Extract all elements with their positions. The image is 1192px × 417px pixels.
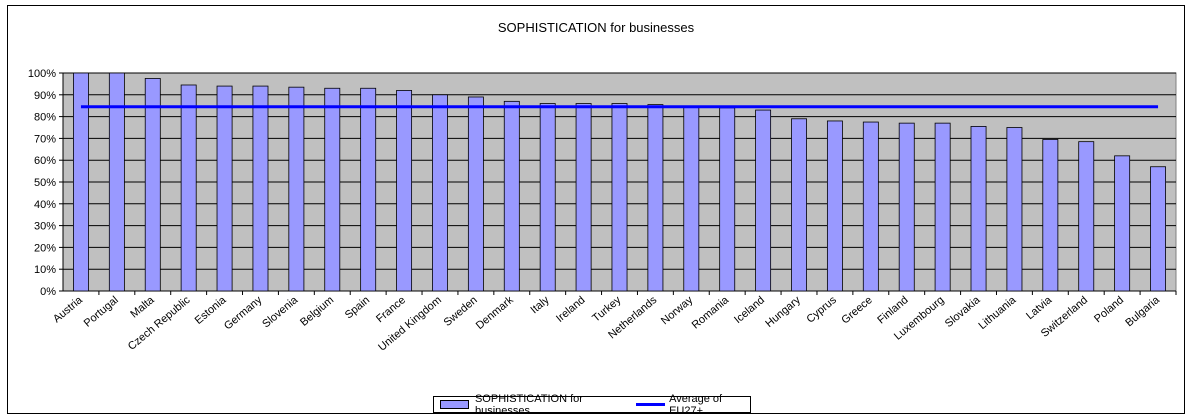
chart-title: SOPHISTICATION for businesses bbox=[497, 20, 695, 35]
bar bbox=[73, 72, 89, 292]
bar bbox=[1042, 139, 1059, 292]
bar bbox=[539, 103, 556, 292]
y-tick-label: 70% bbox=[34, 133, 56, 145]
x-tick-label: Hungary bbox=[763, 294, 803, 330]
bar bbox=[396, 90, 413, 292]
bar bbox=[1006, 127, 1023, 292]
bar bbox=[755, 109, 772, 292]
y-tick-label: 100% bbox=[28, 68, 56, 80]
x-tick-label: Greece bbox=[839, 294, 874, 326]
x-tick-label: Slovenia bbox=[260, 294, 301, 331]
bar bbox=[683, 106, 700, 292]
x-tick-label: Romania bbox=[690, 294, 732, 332]
y-tick-label: 30% bbox=[34, 221, 56, 233]
x-tick-label: Bulgaria bbox=[1123, 294, 1162, 330]
bar bbox=[252, 85, 269, 292]
x-tick-label: Belgium bbox=[298, 294, 336, 329]
x-tick-label: France bbox=[374, 294, 408, 325]
legend-line-label: Average of EU27+ bbox=[669, 392, 723, 417]
y-tick-label: 0% bbox=[40, 286, 56, 298]
x-tick-label: Italy bbox=[528, 294, 552, 316]
x-tick-label: Lithuania bbox=[976, 294, 1019, 332]
bar bbox=[432, 94, 448, 292]
bar bbox=[719, 107, 736, 292]
bar bbox=[467, 96, 484, 292]
bar bbox=[1114, 155, 1131, 292]
legend-bar-swatch bbox=[440, 400, 469, 409]
bar bbox=[611, 103, 628, 292]
bar bbox=[1078, 141, 1095, 292]
x-tick-label: Denmark bbox=[474, 294, 516, 332]
legend-line-swatch bbox=[636, 403, 666, 406]
bar bbox=[180, 84, 197, 292]
bar bbox=[862, 121, 879, 292]
bar bbox=[826, 120, 843, 292]
x-tick-label: Czech Republic bbox=[126, 294, 193, 353]
x-tick-label: Ireland bbox=[554, 294, 587, 325]
y-tick-label: 80% bbox=[34, 112, 56, 124]
x-tick-label: United Kingdom bbox=[376, 294, 444, 354]
x-tick-label: Poland bbox=[1092, 294, 1126, 325]
x-tick-label: Malta bbox=[128, 294, 157, 321]
y-tick-label: 20% bbox=[34, 242, 56, 254]
bar bbox=[898, 122, 915, 292]
legend: SOPHISTICATION for businesses Average of… bbox=[433, 393, 751, 417]
bar bbox=[791, 118, 807, 292]
bar bbox=[144, 78, 161, 292]
bar bbox=[934, 122, 951, 292]
y-tick-label: 40% bbox=[34, 199, 56, 211]
x-tick-label: Cyprus bbox=[804, 294, 839, 326]
bar bbox=[1150, 166, 1166, 292]
bar bbox=[288, 86, 305, 292]
bar bbox=[575, 103, 592, 292]
y-tick-label: 90% bbox=[34, 90, 56, 102]
x-tick-label: Austria bbox=[51, 294, 86, 326]
y-tick-label: 10% bbox=[34, 264, 56, 276]
bar bbox=[360, 87, 377, 292]
y-tick-label: 60% bbox=[34, 155, 56, 167]
bar bbox=[503, 100, 520, 292]
bar bbox=[216, 85, 233, 292]
x-tick-label: Iceland bbox=[732, 294, 767, 326]
x-tick-label: Spain bbox=[343, 294, 372, 321]
x-tick-label: Portugal bbox=[82, 294, 121, 330]
legend-bar-label: SOPHISTICATION for businesses bbox=[474, 392, 583, 417]
bar bbox=[647, 104, 664, 292]
bar bbox=[324, 87, 341, 292]
x-tick-label: Turkey bbox=[590, 294, 624, 325]
x-tick-label: Germany bbox=[222, 294, 265, 333]
x-tick-label: Latvia bbox=[1024, 294, 1055, 323]
bar bbox=[108, 72, 125, 292]
y-tick-label: 50% bbox=[34, 177, 56, 189]
bar bbox=[970, 126, 987, 292]
